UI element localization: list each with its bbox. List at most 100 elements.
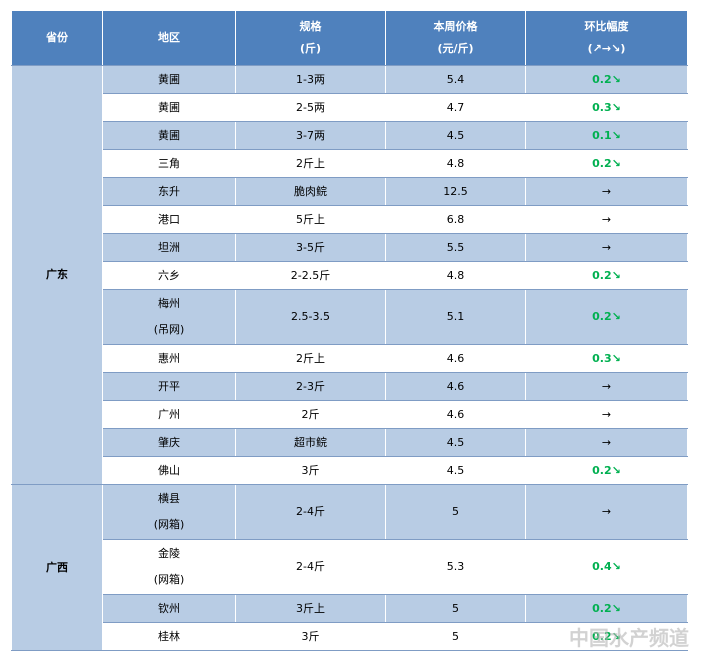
cell-line: 金陵: [158, 547, 180, 560]
cell-line: (网箱): [153, 518, 185, 531]
region-cell: 开平: [102, 372, 236, 401]
cell-line: 钦州: [158, 601, 180, 615]
spec-cell: 2斤上: [235, 149, 386, 178]
price-table: 省份 地区 规格 (斤) 本周价格 (元/斤) 环比幅度 (↗→↘) 广东 黄圃 1-3两 5.4 0…: [11, 10, 688, 651]
table-row: 坦洲 3-5斤 5.5 →: [12, 233, 688, 262]
price-cell: 5.1: [385, 289, 526, 345]
table-row: 肇庆 超市鲩 4.5 →: [12, 428, 688, 457]
price-cell: 4.6: [385, 400, 526, 429]
region-cell: 横县 (网箱): [102, 484, 236, 540]
spec-cell: 2-4斤: [235, 539, 386, 595]
spec-cell: 3-5斤: [235, 233, 386, 262]
region-cell: 港口: [102, 205, 236, 234]
change-cell: →: [525, 428, 688, 457]
table-row: 开平 2-3斤 4.6 →: [12, 372, 688, 401]
change-cell: 0.2↘: [525, 65, 688, 94]
cell-line: 规格: [299, 20, 322, 33]
table-row: 港口 5斤上 6.8 →: [12, 205, 688, 234]
change-cell: 0.3↘: [525, 93, 688, 122]
cell-line: 惠州: [158, 351, 180, 365]
price-cell: 6.8: [385, 205, 526, 234]
cell-line: 黄圃: [158, 72, 180, 86]
spec-cell: 3斤: [235, 456, 386, 485]
region-cell: 三角: [102, 149, 236, 178]
change-cell: 0.4↘: [525, 539, 688, 595]
header-cell: 规格 (斤): [235, 10, 386, 66]
change-cell: 0.2↘: [525, 289, 688, 345]
cell-line: 东升: [158, 184, 180, 198]
cell-line: (吊网): [153, 323, 185, 336]
spec-cell: 5斤上: [235, 205, 386, 234]
table-row: 黄圃 2-5两 4.7 0.3↘: [12, 93, 688, 122]
region-cell: 钦州: [102, 594, 236, 623]
table-body: 广东 黄圃 1-3两 5.4 0.2↘ 黄圃 2-5两 4.7 0.3↘ 黄圃 3-7两 4.5 0.1…: [11, 65, 688, 651]
change-cell: 0.2↘: [525, 594, 688, 623]
header-row: 省份 地区 规格 (斤) 本周价格 (元/斤) 环比幅度 (↗→↘): [11, 10, 688, 66]
change-cell: →: [525, 372, 688, 401]
spec-cell: 2-4斤: [235, 484, 386, 540]
table-row: 梅州 (吊网) 2.5-3.5 5.1 0.2↘: [12, 289, 688, 345]
spec-cell: 1-3两: [235, 65, 386, 94]
region-cell: 梅州 (吊网): [102, 289, 236, 345]
spec-cell: 2-2.5斤: [235, 261, 386, 290]
table-row: 钦州 3斤上 5 0.2↘: [12, 594, 688, 623]
cell-line: 广州: [158, 407, 180, 421]
table-row: 东升 脆肉鲩 12.5 →: [12, 177, 688, 206]
province-cell: 广东: [11, 65, 103, 485]
cell-line: 三角: [158, 156, 180, 170]
cell-line: 本周价格: [433, 20, 478, 33]
price-cell: 5: [385, 622, 526, 651]
spec-cell: 脆肉鲩: [235, 177, 386, 206]
change-cell: →: [525, 205, 688, 234]
cell-line: 肇庆: [158, 435, 180, 449]
spec-cell: 2-3斤: [235, 372, 386, 401]
region-cell: 佛山: [102, 456, 236, 485]
cell-line: 黄圃: [158, 128, 180, 142]
spec-cell: 2斤: [235, 400, 386, 429]
table-row: 金陵 (网箱) 2-4斤 5.3 0.4↘: [12, 539, 688, 595]
table-row: 惠州 2斤上 4.6 0.3↘: [12, 344, 688, 373]
price-cell: 4.8: [385, 261, 526, 290]
change-cell: →: [525, 484, 688, 540]
region-cell: 坦洲: [102, 233, 236, 262]
table-row: 广州 2斤 4.6 →: [12, 400, 688, 429]
cell-line: 黄圃: [158, 100, 180, 114]
change-cell: 0.3↘: [525, 344, 688, 373]
cell-line: (元/斤): [437, 42, 474, 55]
province-cell: 广西: [11, 484, 103, 651]
cell-line: (↗→↘): [587, 42, 626, 55]
region-cell: 黄圃: [102, 65, 236, 94]
spec-cell: 3-7两: [235, 121, 386, 150]
table-row: 广西 横县 (网箱) 2-4斤 5 →: [11, 484, 688, 651]
change-cell: →: [525, 400, 688, 429]
change-cell: →: [525, 177, 688, 206]
region-cell: 广州: [102, 400, 236, 429]
header-cell: 地区: [102, 10, 236, 66]
spec-cell: 3斤: [235, 622, 386, 651]
cell-line: 省份: [46, 31, 68, 44]
header-cell: 环比幅度 (↗→↘): [525, 10, 688, 66]
cell-line: (网箱): [153, 573, 185, 586]
region-cell: 金陵 (网箱): [102, 539, 236, 595]
price-cell: 4.6: [385, 344, 526, 373]
price-cell: 4.5: [385, 456, 526, 485]
table-row: 黄圃 3-7两 4.5 0.1↘: [12, 121, 688, 150]
price-cell: 4.8: [385, 149, 526, 178]
cell-line: 坦洲: [158, 240, 180, 254]
spec-cell: 3斤上: [235, 594, 386, 623]
price-cell: 4.5: [385, 428, 526, 457]
table-row: 三角 2斤上 4.8 0.2↘: [12, 149, 688, 178]
spec-cell: 超市鲩: [235, 428, 386, 457]
price-cell: 4.6: [385, 372, 526, 401]
region-cell: 桂林: [102, 622, 236, 651]
price-cell: 5: [385, 594, 526, 623]
cell-line: 地区: [158, 31, 180, 44]
table-row: 广东 黄圃 1-3两 5.4 0.2↘: [11, 65, 688, 485]
price-cell: 5: [385, 484, 526, 540]
cell-line: 环比幅度: [584, 20, 629, 33]
change-cell: 0.2↘: [525, 261, 688, 290]
cell-line: 横县: [158, 492, 180, 505]
region-cell: 惠州: [102, 344, 236, 373]
region-cell: 黄圃: [102, 121, 236, 150]
